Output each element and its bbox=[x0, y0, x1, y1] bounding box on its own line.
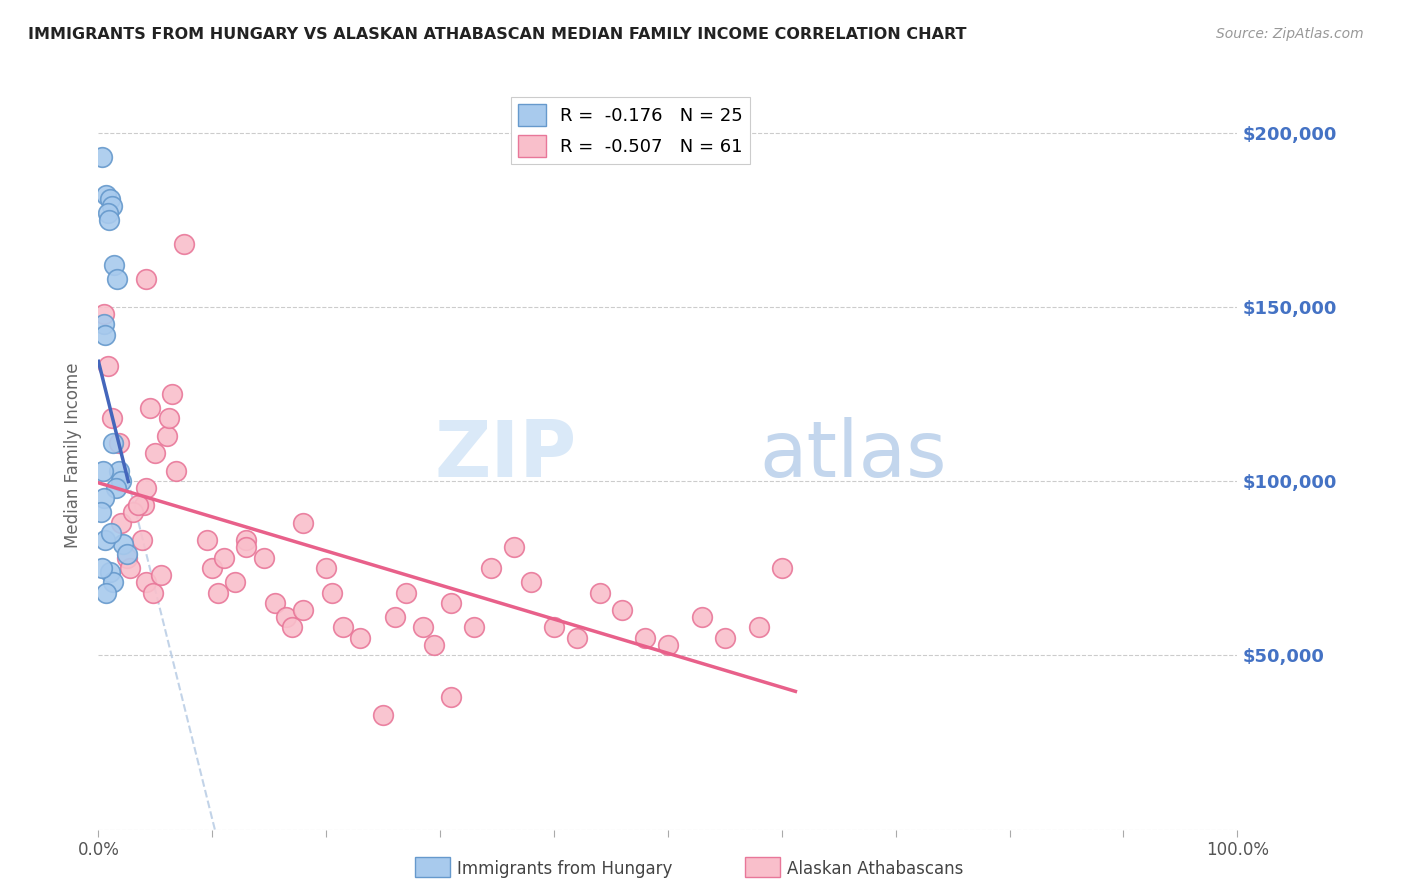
Point bbox=[115, 550, 138, 565]
Point bbox=[207, 585, 229, 599]
Point bbox=[103, 575, 125, 590]
Point bbox=[292, 603, 315, 617]
Point bbox=[224, 575, 246, 590]
Point bbox=[104, 481, 127, 495]
Point bbox=[156, 429, 179, 443]
Point bbox=[90, 561, 112, 575]
Point bbox=[371, 707, 394, 722]
Point bbox=[770, 561, 793, 575]
Point bbox=[292, 516, 315, 530]
Point bbox=[100, 526, 122, 541]
Point bbox=[103, 435, 125, 450]
Point bbox=[748, 620, 770, 634]
Point bbox=[235, 533, 257, 548]
Point bbox=[135, 481, 157, 495]
Point bbox=[96, 205, 118, 219]
Point bbox=[91, 464, 114, 478]
Text: atlas: atlas bbox=[759, 417, 946, 493]
Point bbox=[714, 631, 737, 645]
Point bbox=[121, 505, 143, 519]
Point bbox=[94, 327, 117, 342]
Point bbox=[93, 491, 115, 506]
Point bbox=[503, 541, 526, 555]
Point bbox=[93, 317, 115, 331]
Point bbox=[98, 565, 121, 579]
Point bbox=[252, 550, 274, 565]
Point bbox=[150, 568, 173, 582]
Point bbox=[138, 401, 160, 415]
Point bbox=[612, 603, 634, 617]
Point bbox=[96, 585, 118, 599]
Point bbox=[127, 499, 149, 513]
Point bbox=[90, 150, 112, 164]
Y-axis label: Median Family Income: Median Family Income bbox=[65, 362, 83, 548]
Point bbox=[145, 446, 167, 460]
Legend: R =  -0.176   N = 25, R =  -0.507   N = 61: R = -0.176 N = 25, R = -0.507 N = 61 bbox=[512, 97, 749, 164]
Point bbox=[423, 638, 446, 652]
Point bbox=[276, 610, 298, 624]
Text: IMMIGRANTS FROM HUNGARY VS ALASKAN ATHABASCAN MEDIAN FAMILY INCOME CORRELATION C: IMMIGRANTS FROM HUNGARY VS ALASKAN ATHAB… bbox=[28, 27, 966, 42]
Point bbox=[135, 575, 157, 590]
Point bbox=[212, 550, 235, 565]
Point bbox=[101, 411, 124, 425]
Point bbox=[93, 307, 115, 321]
Point bbox=[98, 192, 121, 206]
Text: Source: ZipAtlas.com: Source: ZipAtlas.com bbox=[1216, 27, 1364, 41]
Point bbox=[657, 638, 679, 652]
Point bbox=[201, 561, 224, 575]
Point bbox=[103, 258, 125, 272]
Point bbox=[479, 561, 502, 575]
Point bbox=[97, 212, 120, 227]
Point bbox=[96, 359, 118, 373]
Point bbox=[235, 541, 257, 555]
Point bbox=[690, 610, 713, 624]
Point bbox=[349, 631, 371, 645]
Point bbox=[543, 620, 565, 634]
Point bbox=[463, 620, 485, 634]
Point bbox=[565, 631, 588, 645]
Point bbox=[96, 188, 118, 202]
Point bbox=[157, 411, 180, 425]
Point bbox=[108, 435, 131, 450]
Point bbox=[115, 547, 138, 561]
Point bbox=[165, 464, 187, 478]
Point bbox=[131, 533, 153, 548]
Point bbox=[195, 533, 218, 548]
Point bbox=[142, 585, 165, 599]
Point bbox=[395, 585, 418, 599]
Point bbox=[332, 620, 354, 634]
Point bbox=[108, 464, 131, 478]
Point bbox=[101, 199, 124, 213]
Point bbox=[264, 596, 287, 610]
Point bbox=[440, 596, 463, 610]
Point bbox=[520, 575, 543, 590]
Text: Alaskan Athabascans: Alaskan Athabascans bbox=[787, 860, 963, 878]
Text: Immigrants from Hungary: Immigrants from Hungary bbox=[457, 860, 672, 878]
Point bbox=[315, 561, 337, 575]
Point bbox=[105, 272, 128, 286]
Point bbox=[321, 585, 343, 599]
Point bbox=[112, 537, 135, 551]
Point bbox=[110, 516, 132, 530]
Point bbox=[90, 505, 112, 519]
Point bbox=[173, 237, 195, 252]
Point bbox=[588, 585, 610, 599]
Point bbox=[281, 620, 304, 634]
Text: ZIP: ZIP bbox=[434, 417, 576, 493]
Point bbox=[162, 387, 184, 401]
Point bbox=[412, 620, 434, 634]
Point bbox=[120, 561, 142, 575]
Point bbox=[440, 690, 463, 705]
Point bbox=[132, 499, 155, 513]
Point bbox=[110, 474, 132, 488]
Point bbox=[634, 631, 657, 645]
Point bbox=[94, 533, 117, 548]
Point bbox=[384, 610, 406, 624]
Point bbox=[135, 272, 157, 286]
